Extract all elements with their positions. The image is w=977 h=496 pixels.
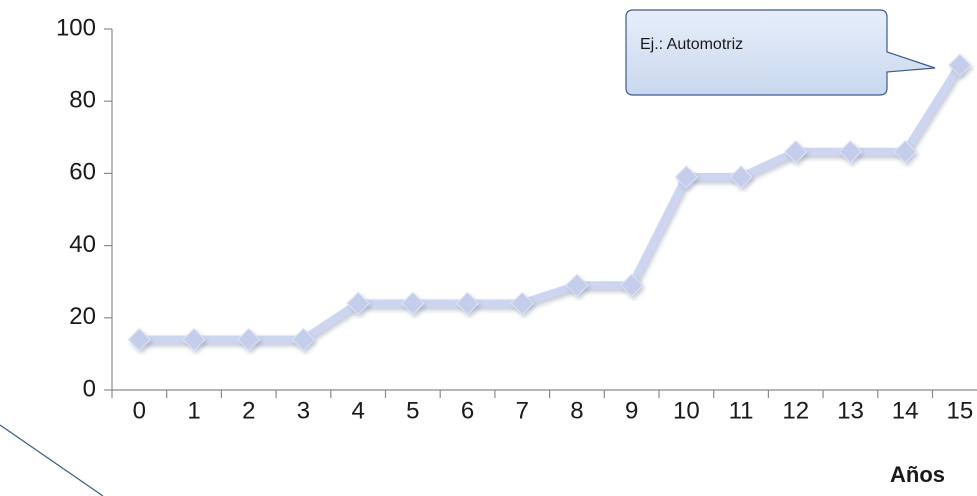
callout	[625, 9, 936, 96]
marker	[237, 327, 261, 352]
y-tick-label: 80	[69, 87, 96, 114]
x-tick-label: 4	[351, 397, 364, 424]
marker	[674, 165, 699, 189]
line	[139, 62, 964, 344]
y-tick-label: 100	[56, 14, 96, 41]
marker	[510, 291, 534, 316]
plot	[127, 53, 972, 352]
x-tick-label: 7	[516, 397, 529, 424]
y-tick-label: 40	[69, 231, 96, 258]
x-tick-label: 9	[625, 397, 638, 424]
decoration-line	[0, 424, 104, 496]
x-tick-label: 15	[946, 397, 973, 424]
marker	[948, 53, 972, 77]
x-tick-label: 6	[461, 397, 474, 424]
x-tick-label: 11	[729, 397, 754, 424]
x-tick-label: 5	[406, 397, 419, 424]
marker	[893, 140, 917, 164]
x-tick-label: 10	[673, 397, 700, 424]
x-tick-label: 8	[570, 397, 583, 424]
x-tick-label: 3	[297, 397, 310, 424]
marker	[455, 291, 480, 316]
x-tick-label: 12	[782, 397, 809, 424]
marker	[127, 327, 152, 352]
marker	[291, 327, 316, 352]
x-tick-label: 14	[892, 397, 919, 424]
marker	[182, 327, 206, 352]
y-tick-label: 0	[83, 375, 96, 402]
x-tick-label: 2	[242, 397, 255, 424]
marker	[401, 291, 425, 316]
x-tick-label: 1	[187, 397, 200, 424]
x-axis-label: Años	[890, 462, 945, 487]
marker	[565, 273, 589, 298]
marker	[346, 291, 370, 316]
marker	[784, 140, 808, 164]
marker	[838, 140, 863, 164]
x-tick-label: 13	[837, 397, 864, 424]
y-tick-label: 20	[69, 303, 96, 330]
y-tick-label: 60	[69, 159, 96, 186]
annotation: Ej.: Automotriz	[640, 36, 743, 53]
marker	[729, 165, 753, 189]
x-tick-label: 0	[133, 397, 146, 424]
marker	[619, 273, 644, 298]
